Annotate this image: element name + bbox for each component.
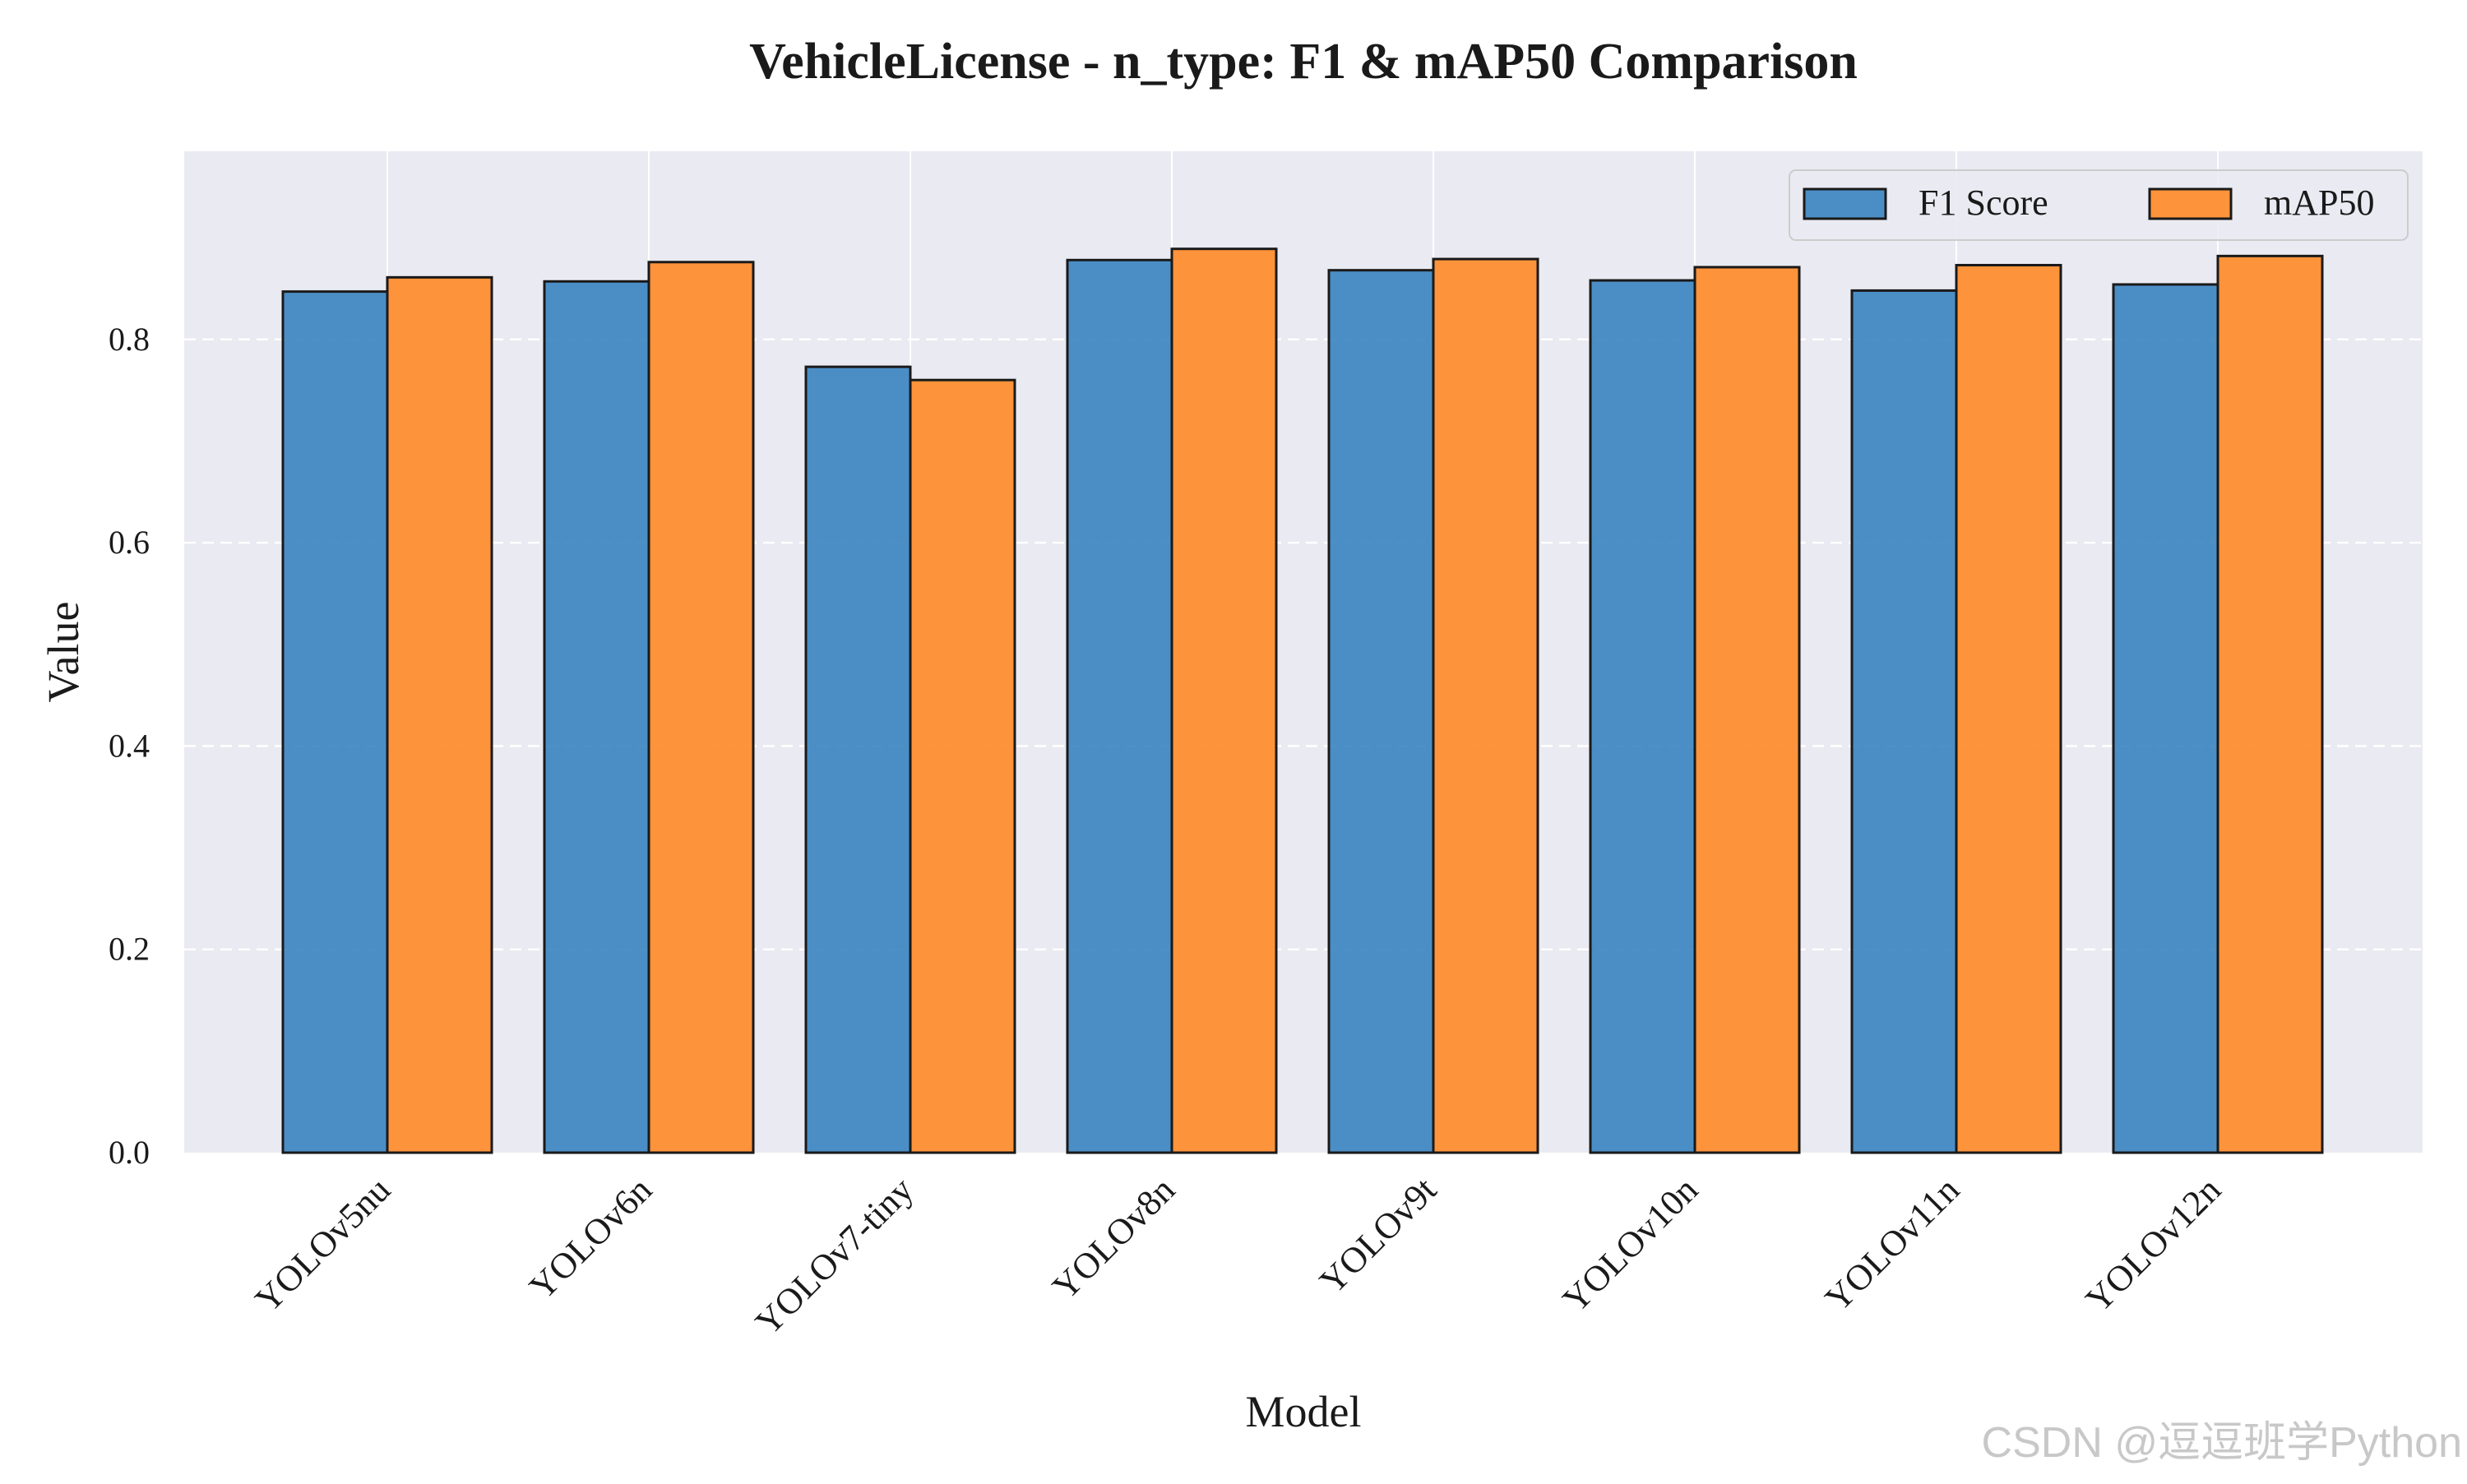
legend-swatch — [1803, 187, 1887, 220]
bar-f1-score-yolov12n — [2112, 283, 2219, 1154]
x-tick-label: YOLOv12n — [2078, 1169, 2229, 1320]
y-tick-label: 0.2 — [109, 931, 150, 968]
bar-f1-score-yolov11n — [1850, 289, 1958, 1154]
bar-f1-score-yolov5nu — [281, 290, 389, 1154]
legend-swatch — [2148, 187, 2233, 220]
bar-map50-yolov5nu — [386, 275, 493, 1154]
bar-f1-score-yolov10n — [1589, 279, 1696, 1154]
x-tick-label: YOLOv11n — [1817, 1169, 1967, 1319]
bar-f1-score-yolov7-tiny — [804, 365, 912, 1154]
legend-box — [1789, 169, 2409, 241]
x-tick-label: YOLOv9t — [1312, 1169, 1444, 1301]
legend-label: F1 Score — [1919, 183, 2048, 223]
y-axis-ticks: 0.0 0.2 0.4 0.6 0.8 — [109, 321, 150, 1171]
x-tick-label: YOLOv5nu — [248, 1169, 398, 1320]
bar-map50-yolov6n — [647, 261, 755, 1154]
bar-f1-score-yolov6n — [543, 280, 650, 1154]
x-axis-ticks: YOLOv5nu YOLOv6n YOLOv7-tiny YOLOv8n YOLOv9t… — [248, 1169, 2229, 1343]
y-tick-label: 0.8 — [109, 321, 150, 358]
bar-f1-score-yolov8n — [1066, 258, 1173, 1154]
y-tick-label: 0.0 — [109, 1134, 150, 1171]
y-axis-label: Value — [39, 602, 88, 703]
plot-area — [184, 151, 2423, 1153]
x-tick-label: YOLOv10n — [1555, 1169, 1706, 1320]
legend-label: mAP50 — [2264, 183, 2374, 223]
y-tick-label: 0.4 — [109, 727, 150, 764]
bar-map50-yolov7-tiny — [909, 378, 1016, 1154]
chart-title: VehicleLicense - n_type: F1 & mAP50 Comp… — [749, 34, 1858, 90]
bar-map50-yolov10n — [1693, 266, 1801, 1154]
bars — [281, 247, 2324, 1154]
bar-map50-yolov11n — [1955, 263, 2062, 1154]
bar-map50-yolov9t — [1432, 257, 1539, 1154]
bar-f1-score-yolov9t — [1327, 269, 1435, 1154]
y-tick-label: 0.6 — [109, 524, 150, 561]
legend: F1 Score mAP50 — [1789, 169, 2409, 241]
x-tick-label: YOLOv7-tiny — [748, 1169, 921, 1343]
bar-map50-yolov8n — [1170, 247, 1278, 1154]
x-tick-label: YOLOv8n — [1044, 1169, 1183, 1307]
watermark-text: CSDN @逗逗班学Python — [1982, 1419, 2462, 1467]
x-tick-label: YOLOv6n — [521, 1169, 660, 1307]
bar-map50-yolov12n — [2216, 254, 2324, 1154]
x-axis-label: Model — [1246, 1387, 1362, 1436]
